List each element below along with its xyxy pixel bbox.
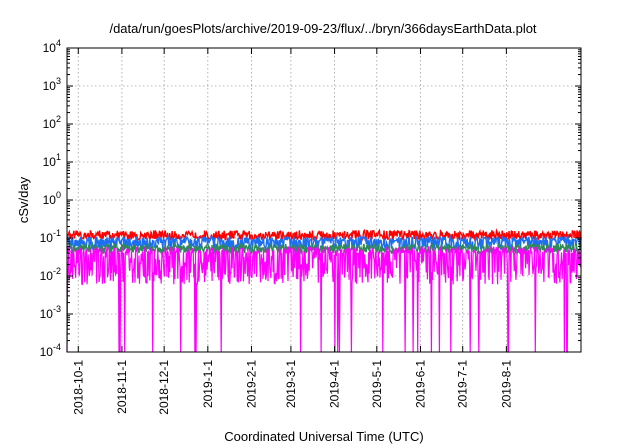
- y-tick-label: 10-1: [40, 228, 61, 245]
- series-line: [66, 241, 582, 256]
- y-tick-label: 10-2: [40, 266, 61, 283]
- x-tick-label: 2019-5-1: [370, 360, 384, 408]
- x-tick-label: 2018-12-1: [157, 360, 171, 415]
- y-tick-label: 104: [43, 38, 61, 55]
- x-tick-label: 2019-3-1: [284, 360, 298, 408]
- plot-area: [66, 227, 582, 353]
- y-tick-label: 100: [43, 190, 61, 207]
- y-tick-label: 102: [43, 114, 61, 131]
- x-tick-label: 2019-7-1: [456, 360, 470, 408]
- x-tick-label: 2018-11-1: [115, 360, 129, 414]
- x-axis: 2018-10-1 2018-11-1 2018-12-1 2019-1-1 2019-…: [71, 48, 513, 415]
- series-line: [66, 234, 582, 252]
- x-tick-label: 2018-10-1: [71, 360, 85, 415]
- chart-title: /data/run/goesPlots/archive/2019-09-23/f…: [109, 21, 536, 36]
- y-tick-label: 10-4: [40, 342, 61, 359]
- x-tick-label: 2019-1-1: [201, 360, 215, 408]
- x-tick-label: 2019-6-1: [413, 360, 427, 408]
- y-tick-label: 101: [43, 152, 61, 169]
- y-axis: 10-4 10-3 10-2 10-1 100 101 102 103 104: [40, 38, 581, 359]
- y-tick-label: 10-3: [40, 304, 61, 321]
- grid: [67, 48, 581, 352]
- y-axis-label: cSv/day: [16, 176, 31, 223]
- x-tick-label: 2019-4-1: [328, 360, 342, 408]
- y-tick-label: 103: [43, 76, 61, 93]
- x-tick-label: 2019-8-1: [499, 360, 513, 408]
- x-axis-label: Coordinated Universal Time (UTC): [224, 429, 423, 444]
- x-tick-label: 2019-2-1: [244, 360, 258, 408]
- series-line: [66, 244, 582, 353]
